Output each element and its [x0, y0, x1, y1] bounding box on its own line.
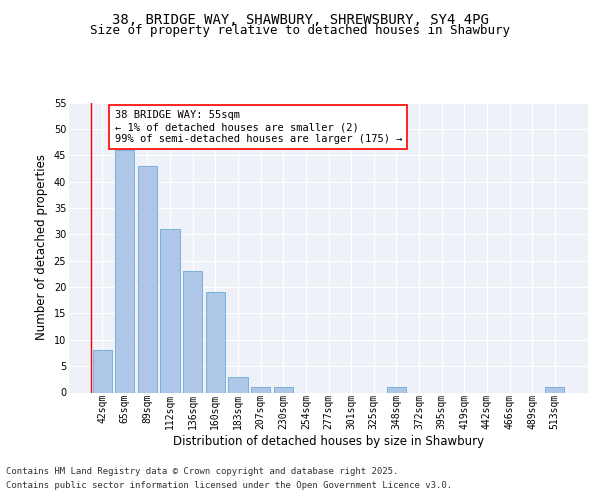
Text: 38, BRIDGE WAY, SHAWBURY, SHREWSBURY, SY4 4PG: 38, BRIDGE WAY, SHAWBURY, SHREWSBURY, SY…: [112, 12, 488, 26]
Text: Contains public sector information licensed under the Open Government Licence v3: Contains public sector information licen…: [6, 481, 452, 490]
Text: Contains HM Land Registry data © Crown copyright and database right 2025.: Contains HM Land Registry data © Crown c…: [6, 468, 398, 476]
Bar: [229, 376, 248, 392]
Y-axis label: Number of detached properties: Number of detached properties: [35, 154, 48, 340]
Bar: [387, 387, 406, 392]
Text: 38 BRIDGE WAY: 55sqm
← 1% of detached houses are smaller (2)
99% of semi-detache: 38 BRIDGE WAY: 55sqm ← 1% of detached ho…: [115, 110, 402, 144]
Bar: [545, 387, 565, 392]
Bar: [160, 229, 180, 392]
X-axis label: Distribution of detached houses by size in Shawbury: Distribution of detached houses by size …: [173, 434, 484, 448]
Bar: [115, 150, 134, 392]
Bar: [183, 271, 202, 392]
Bar: [92, 350, 112, 393]
Bar: [274, 387, 293, 392]
Bar: [138, 166, 157, 392]
Bar: [251, 387, 270, 392]
Text: Size of property relative to detached houses in Shawbury: Size of property relative to detached ho…: [90, 24, 510, 37]
Bar: [206, 292, 225, 392]
